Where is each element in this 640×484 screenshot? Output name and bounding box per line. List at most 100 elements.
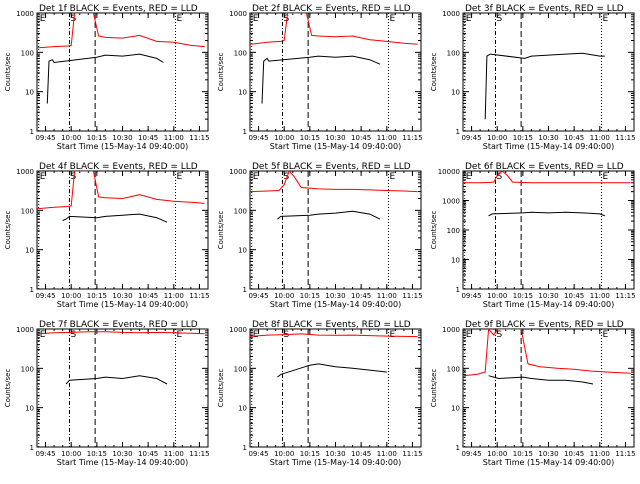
x-tick-label: 10:30 — [325, 450, 345, 458]
marker-label: E — [603, 14, 609, 24]
marker-label: E — [177, 14, 183, 24]
series-lld-line — [463, 171, 631, 184]
panel-det-5: Det 5f BLACK = Events, RED = LLD 1 10 100 10… — [217, 162, 423, 309]
x-tick-label: 11:00 — [377, 292, 397, 300]
x-tick-label: 11:15 — [402, 292, 422, 300]
y-tick-label: 1000 — [16, 168, 34, 176]
x-tick-label: 10:30 — [112, 292, 132, 300]
plot-frame — [462, 328, 635, 448]
panel-det-1: Det 1f BLACK = Events, RED = LLD 1 10 100 10… — [4, 4, 210, 151]
y-tick-label: 1 — [456, 286, 460, 294]
y-tick-label: 1000 — [16, 326, 34, 334]
x-tick-label: 10:00 — [61, 292, 81, 300]
series-events-line — [261, 55, 381, 104]
y-tick-label: 10 — [25, 247, 34, 255]
y-tick-label: 1000 — [16, 10, 34, 18]
chart-title: Det 8f BLACK = Events, RED = LLD — [252, 320, 411, 330]
series-events-line — [277, 210, 381, 220]
y-tick-label: 10 — [451, 89, 460, 97]
y-tick-label: 1 — [30, 444, 34, 452]
marker-label: S — [496, 172, 502, 182]
y-axis-label: Counts/sec — [217, 211, 225, 250]
x-tick-label: 10:45 — [564, 134, 584, 142]
x-tick-label: 09:45 — [461, 450, 481, 458]
panel-det-3: Det 3f BLACK = Events, RED = LLD 1 10 100 10… — [430, 4, 636, 151]
x-tick-label: 11:00 — [377, 450, 397, 458]
x-axis-label: Start Time (15-May-14 09:40:00) — [483, 142, 614, 151]
x-tick-label: 11:00 — [590, 450, 610, 458]
y-axis-label: Counts/sec — [430, 53, 438, 92]
y-tick-label: 1 — [243, 286, 247, 294]
y-tick-label: 100 — [234, 49, 247, 57]
panel-det-4: Det 4f BLACK = Events, RED = LLD 1 10 100 10… — [4, 162, 210, 309]
marker-label: E — [390, 330, 396, 340]
y-tick-label: 100 — [21, 49, 34, 57]
x-axis-label: Start Time (15-May-14 09:40:00) — [270, 142, 401, 151]
x-tick-label: 11:15 — [402, 134, 422, 142]
x-tick-label: 10:45 — [564, 292, 584, 300]
plot-frame — [249, 328, 422, 448]
series-lld-line — [463, 329, 631, 377]
x-tick-label: 10:00 — [61, 134, 81, 142]
y-tick-label: 1 — [243, 128, 247, 136]
marker-label: E — [603, 330, 609, 340]
y-tick-label: 1 — [243, 444, 247, 452]
marker-label: E — [466, 14, 472, 24]
x-tick-label: 10:15 — [513, 292, 533, 300]
plot-frame — [249, 170, 422, 290]
y-tick-label: 1000 — [442, 326, 460, 334]
x-axis-label: Start Time (15-May-14 09:40:00) — [483, 300, 614, 309]
plot-frame — [36, 12, 209, 132]
chart-title: Det 9f BLACK = Events, RED = LLD — [465, 320, 624, 330]
y-tick-label: 10 — [451, 405, 460, 413]
marker-label: S — [496, 14, 502, 24]
marker-label: E — [253, 14, 259, 24]
x-tick-label: 11:00 — [590, 292, 610, 300]
y-tick-label: 10 — [238, 405, 247, 413]
x-tick-label: 10:30 — [538, 134, 558, 142]
x-tick-label: 10:15 — [87, 292, 107, 300]
y-axis-label: Counts/sec — [217, 53, 225, 92]
x-tick-label: 10:45 — [138, 134, 158, 142]
chart-title: Det 6f BLACK = Events, RED = LLD — [465, 162, 624, 172]
y-tick-label: 1 — [456, 444, 460, 452]
y-tick-label: 100 — [21, 365, 34, 373]
y-tick-label: 100 — [21, 207, 34, 215]
marker-label: E — [177, 172, 183, 182]
marker-label: E — [40, 14, 46, 24]
chart-title: Det 3f BLACK = Events, RED = LLD — [465, 4, 624, 14]
x-tick-label: 10:45 — [351, 134, 371, 142]
y-tick-label: 1000 — [442, 198, 460, 206]
chart-title: Det 5f BLACK = Events, RED = LLD — [252, 162, 411, 172]
y-tick-label: 100 — [234, 365, 247, 373]
x-tick-label: 11:15 — [189, 292, 209, 300]
marker-label: E — [603, 172, 609, 182]
chart-title: Det 4f BLACK = Events, RED = LLD — [39, 162, 198, 172]
x-tick-label: 10:45 — [351, 292, 371, 300]
y-axis-label: Counts/sec — [4, 211, 12, 250]
x-tick-label: 10:30 — [538, 292, 558, 300]
x-tick-label: 11:00 — [377, 134, 397, 142]
x-tick-label: 09:45 — [461, 292, 481, 300]
marker-label: E — [253, 330, 259, 340]
x-tick-label: 10:00 — [487, 134, 507, 142]
y-tick-label: 100 — [447, 227, 460, 235]
series-events-line — [277, 363, 387, 378]
x-tick-label: 11:00 — [164, 450, 184, 458]
panel-det-2: Det 2f BLACK = Events, RED = LLD 1 10 100 10… — [217, 4, 423, 151]
x-tick-label: 09:45 — [35, 292, 55, 300]
x-tick-label: 10:15 — [300, 134, 320, 142]
plot-frame — [462, 170, 635, 290]
y-tick-label: 10 — [25, 89, 34, 97]
x-tick-label: 09:45 — [248, 134, 268, 142]
x-tick-label: 10:00 — [487, 450, 507, 458]
series-lld-line — [37, 171, 205, 210]
y-tick-label: 10000 — [438, 168, 460, 176]
x-tick-label: 10:00 — [274, 450, 294, 458]
x-tick-label: 10:15 — [300, 292, 320, 300]
marker-label: S — [496, 330, 502, 340]
y-axis-label: Counts/sec — [430, 369, 438, 408]
x-tick-label: 10:30 — [112, 450, 132, 458]
x-tick-label: 11:00 — [164, 292, 184, 300]
